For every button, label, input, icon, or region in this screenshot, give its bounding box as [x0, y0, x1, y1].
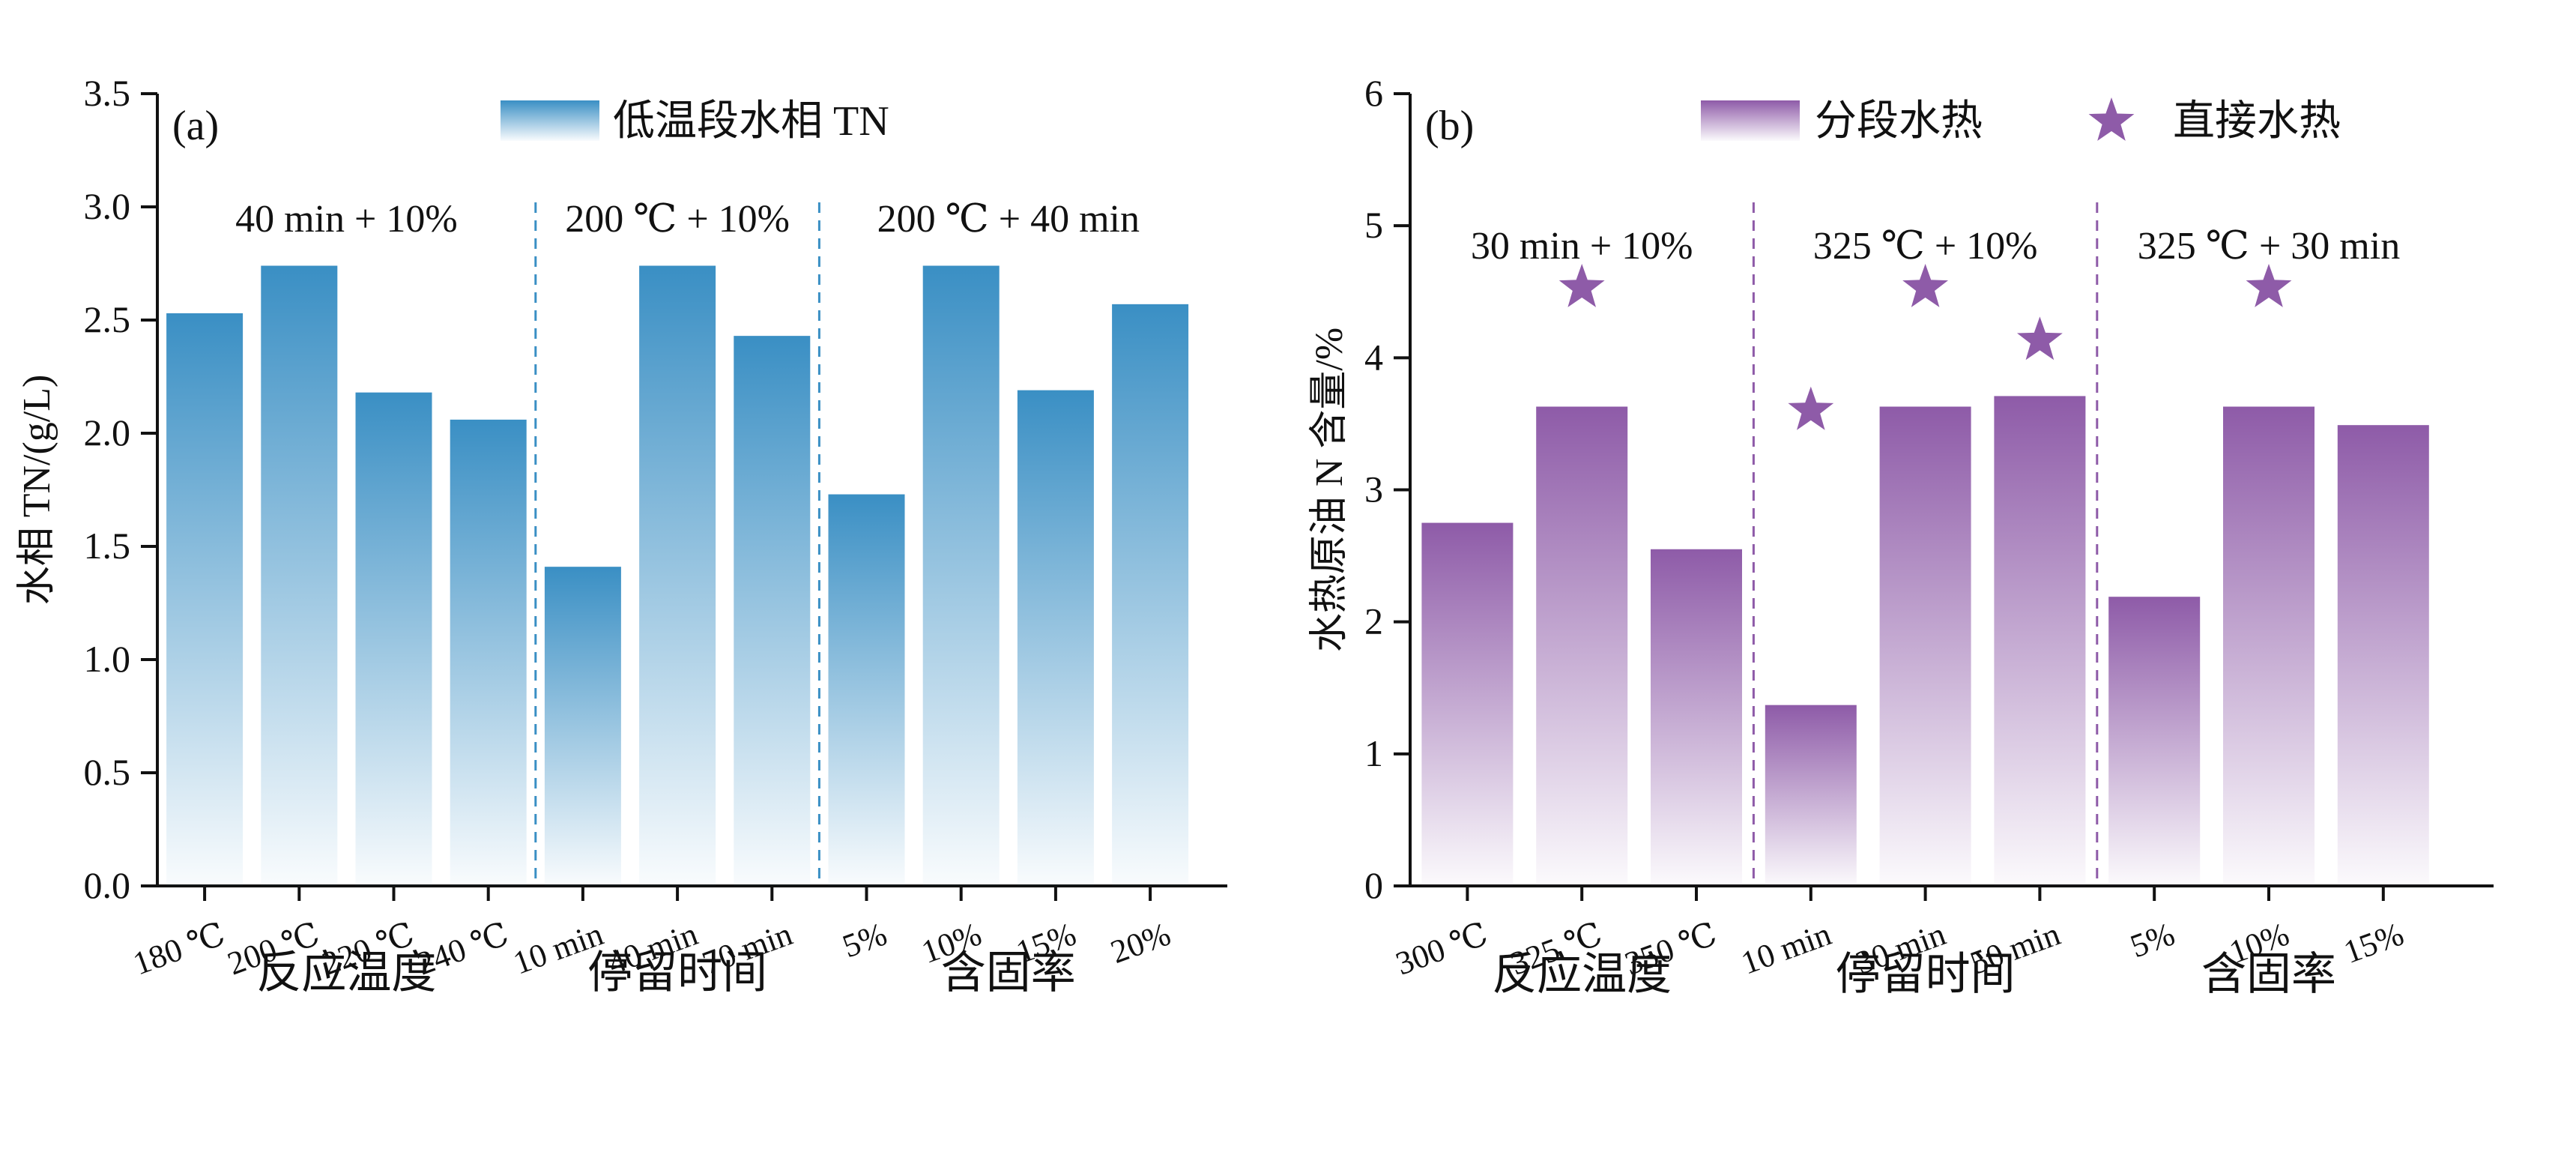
- data-bar: [261, 265, 338, 886]
- x-group-label: 含固率: [2201, 950, 2336, 999]
- y-tick-label: 0: [1364, 864, 1383, 906]
- condition-annotation: 200 ℃ + 10%: [565, 198, 790, 241]
- legend-label: 分段水热: [1815, 98, 1983, 145]
- y-tick-label: 0.5: [84, 751, 131, 793]
- y-tick-label: 6: [1364, 72, 1383, 114]
- x-group-label: 停留时间: [587, 948, 767, 998]
- data-bar: [639, 265, 716, 886]
- condition-annotation: 325 ℃ + 30 min: [2138, 225, 2400, 268]
- y-axis-title: 水热原油 N 含量/%: [1308, 328, 1351, 652]
- y-tick-label: 3.5: [84, 72, 131, 114]
- data-bar: [1421, 522, 1514, 886]
- direct-hydrothermal-star: [2017, 316, 2063, 361]
- data-bar: [355, 392, 432, 886]
- data-bar: [2337, 425, 2429, 886]
- data-bar: [166, 313, 244, 886]
- data-bar: [922, 265, 1000, 886]
- legend-star-icon: [2088, 97, 2135, 141]
- panel-label: (b): [1425, 103, 1474, 149]
- y-tick-label: 3: [1364, 468, 1383, 510]
- data-bar: [1879, 406, 1971, 886]
- y-tick-label: 0.0: [84, 864, 131, 906]
- y-axis-title: 水相 TN/(g/L): [16, 375, 58, 606]
- data-bar: [1994, 396, 2086, 886]
- x-tick-label: 15%: [2339, 915, 2409, 971]
- data-bar: [544, 567, 621, 886]
- y-tick-label: 2.0: [84, 411, 131, 453]
- x-tick-label: 180 ℃: [128, 915, 229, 982]
- legend-label: 低温段水相 TN: [613, 98, 889, 145]
- y-tick-label: 4: [1364, 336, 1383, 378]
- data-bar: [1112, 304, 1189, 886]
- x-group-label: 反应温度: [1492, 950, 1672, 999]
- direct-hydrothermal-star: [1902, 264, 1948, 307]
- condition-annotation: 325 ℃ + 10%: [1813, 225, 2038, 268]
- x-tick-label: 10 min: [1736, 915, 1836, 981]
- direct-hydrothermal-star: [1558, 264, 1605, 307]
- condition-annotation: 30 min + 10%: [1471, 225, 1693, 268]
- legend-label: 直接水热: [2173, 98, 2341, 145]
- y-tick-label: 3.0: [84, 185, 131, 227]
- y-tick-label: 1.5: [84, 525, 131, 567]
- data-bar: [828, 494, 905, 886]
- data-bar: [734, 336, 811, 886]
- data-bar: [1765, 705, 1857, 886]
- x-group-label: 反应温度: [256, 948, 436, 998]
- x-tick-label: 300 ℃: [1391, 915, 1492, 982]
- x-group-label: 含固率: [941, 948, 1076, 998]
- x-tick-label: 5%: [838, 915, 892, 965]
- direct-hydrothermal-star: [1788, 386, 1834, 430]
- data-bar: [450, 419, 527, 886]
- panel-a-chart: 0.0 0.5 1.0 1.5 2.0 2.5 3.0 3.5 水相 TN/(g/L) (a) 低温…: [16, 72, 1227, 998]
- x-group-label: 停留时间: [1836, 950, 2016, 999]
- y-tick-label: 2.5: [84, 298, 131, 340]
- x-tick-label: 5%: [2126, 915, 2180, 965]
- x-tick-label: 20%: [1106, 915, 1176, 971]
- legend-swatch-bar: [501, 100, 599, 141]
- data-bar: [1536, 406, 1628, 886]
- y-tick-label: 2: [1364, 600, 1383, 642]
- panel-label: (a): [172, 103, 219, 149]
- direct-hydrothermal-star: [2246, 264, 2292, 307]
- data-bar: [1017, 390, 1094, 886]
- data-bar: [2108, 597, 2201, 886]
- data-bar: [2223, 406, 2315, 886]
- legend-swatch-bar: [1701, 100, 1800, 141]
- data-bar: [1651, 549, 1742, 886]
- y-tick-label: 5: [1364, 204, 1383, 246]
- y-tick-label: 1: [1364, 732, 1383, 774]
- condition-annotation: 200 ℃ + 40 min: [877, 198, 1140, 241]
- y-tick-label: 1.0: [84, 638, 131, 680]
- condition-annotation: 40 min + 10%: [235, 198, 458, 241]
